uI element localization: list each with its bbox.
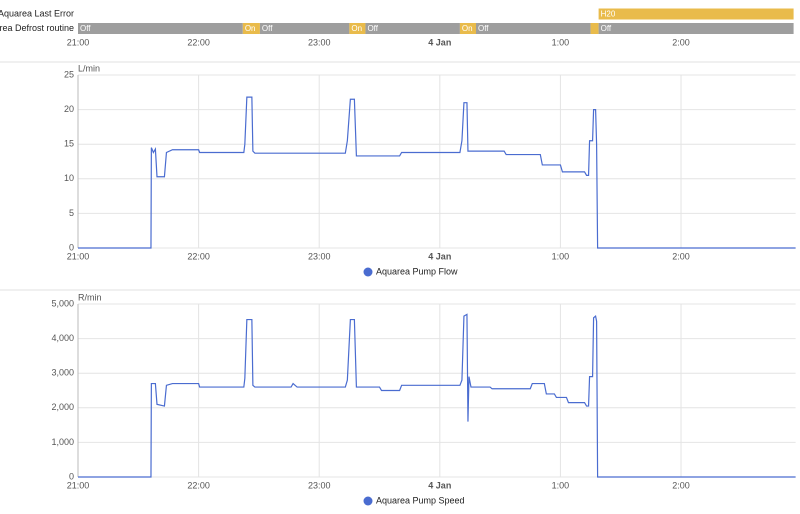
y-tick-label: 3,000 <box>51 368 74 378</box>
x-tick-label: 4 Jan <box>428 480 451 490</box>
row-label: Aquarea Last Error <box>0 8 74 18</box>
segment-label: On <box>245 24 256 33</box>
segment-label: Off <box>262 24 273 33</box>
x-tick-label: 4 Jan <box>428 251 451 261</box>
timeline-segment <box>259 23 350 34</box>
x-tick-label: 1:00 <box>552 480 570 490</box>
timeline-segment <box>598 23 794 34</box>
x-tick-label: 2:00 <box>672 480 690 490</box>
timeline-segment <box>78 23 243 34</box>
x-tick-label: 21:00 <box>67 480 90 490</box>
segment-label: On <box>351 24 362 33</box>
x-tick-label: 21:00 <box>67 251 90 261</box>
y-tick-label: 5 <box>69 208 74 218</box>
y-tick-label: 4,000 <box>51 333 74 343</box>
x-tick-label: 23:00 <box>308 37 331 47</box>
y-tick-label: 25 <box>64 69 74 79</box>
x-tick-label: 22:00 <box>187 480 210 490</box>
segment-label: On <box>462 24 473 33</box>
y-tick-label: 2,000 <box>51 402 74 412</box>
timeline-segment <box>475 23 591 34</box>
y-tick-label: 20 <box>64 104 74 114</box>
y-tick-label: 15 <box>64 139 74 149</box>
y-tick-label: 5,000 <box>51 298 74 308</box>
segment-label: Off <box>80 24 91 33</box>
y-unit: L/min <box>78 63 100 73</box>
row-label: Aquarea Defrost routine <box>0 23 74 33</box>
legend-label[interactable]: Aquarea Pump Speed <box>376 495 465 505</box>
x-tick-label: 2:00 <box>672 37 690 47</box>
x-tick-label: 1:00 <box>552 37 570 47</box>
timeline-segment <box>349 23 366 34</box>
y-tick-label: 1,000 <box>51 437 74 447</box>
legend-swatch <box>363 267 373 277</box>
y-tick-label: 0 <box>69 242 74 252</box>
x-tick-label: 22:00 <box>187 37 210 47</box>
timeline-segment <box>590 23 599 34</box>
data-line <box>78 313 796 478</box>
x-tick-label: 1:00 <box>552 251 570 261</box>
legend-label[interactable]: Aquarea Pump Flow <box>376 266 458 276</box>
legend-swatch <box>363 496 373 506</box>
timeline-segment <box>459 23 476 34</box>
timeline-segment <box>242 23 260 34</box>
x-tick-label: 23:00 <box>308 251 331 261</box>
timeline-segment <box>365 23 460 34</box>
y-unit: R/min <box>78 292 102 302</box>
x-tick-label: 22:00 <box>187 251 210 261</box>
x-tick-label: 4 Jan <box>428 37 451 47</box>
x-tick-label: 21:00 <box>67 37 90 47</box>
x-tick-label: 23:00 <box>308 480 331 490</box>
y-tick-label: 0 <box>69 471 74 481</box>
y-tick-label: 10 <box>64 173 74 183</box>
segment-label: Off <box>367 24 378 33</box>
segment-label: Off <box>601 24 612 33</box>
data-line <box>78 96 796 249</box>
segment-label: Off <box>478 24 489 33</box>
segment-label: H20 <box>601 10 616 19</box>
x-tick-label: 2:00 <box>672 251 690 261</box>
timeline-segment <box>598 8 794 20</box>
